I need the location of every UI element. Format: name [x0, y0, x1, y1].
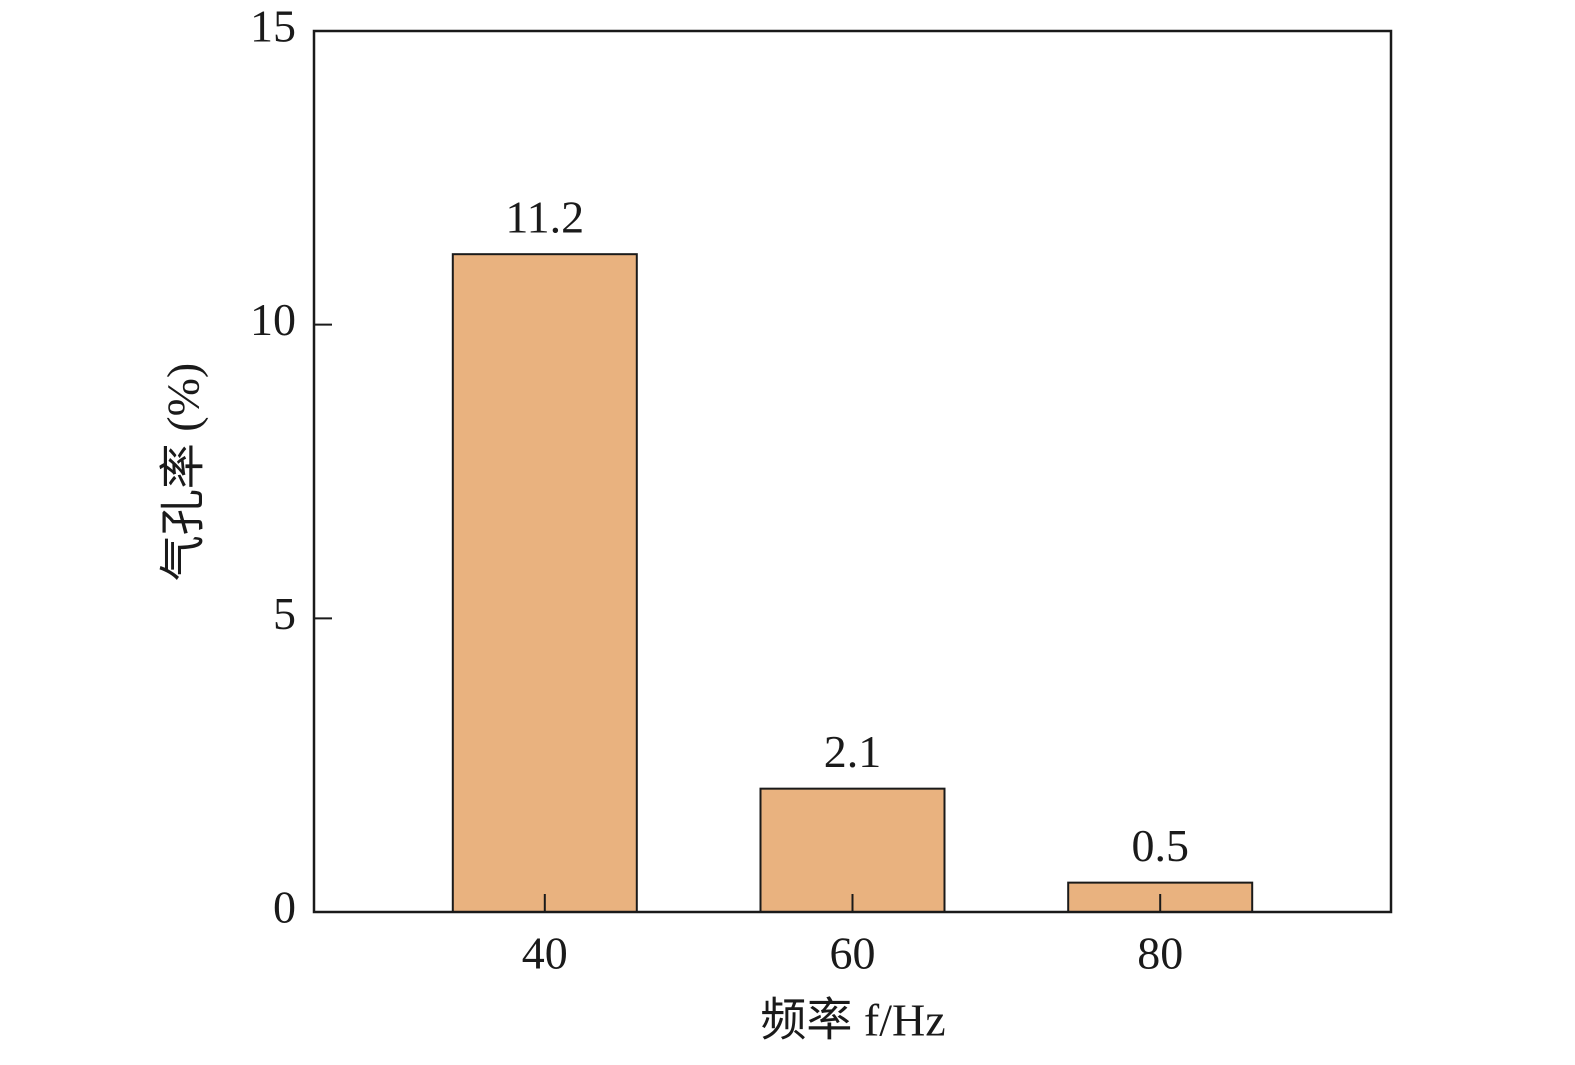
y-tick-label: 5: [273, 588, 296, 639]
bar: [451, 253, 638, 914]
bar: [759, 787, 946, 913]
x-tick-label: 60: [830, 928, 876, 979]
y-tick-label: 15: [250, 1, 296, 52]
plot-frame: [312, 29, 1393, 914]
x-axis-label: 频率 f/Hz: [760, 995, 945, 1046]
value-label: 2.1: [824, 726, 882, 777]
y-tick-label: 10: [250, 294, 296, 345]
y-axis-label: 气孔率 (%): [158, 363, 209, 581]
x-tick-label: 40: [522, 928, 568, 979]
x-tick-label: 80: [1137, 928, 1183, 979]
value-label: 11.2: [505, 192, 584, 243]
y-tick-label: 0: [273, 882, 296, 933]
value-label: 0.5: [1131, 820, 1189, 871]
